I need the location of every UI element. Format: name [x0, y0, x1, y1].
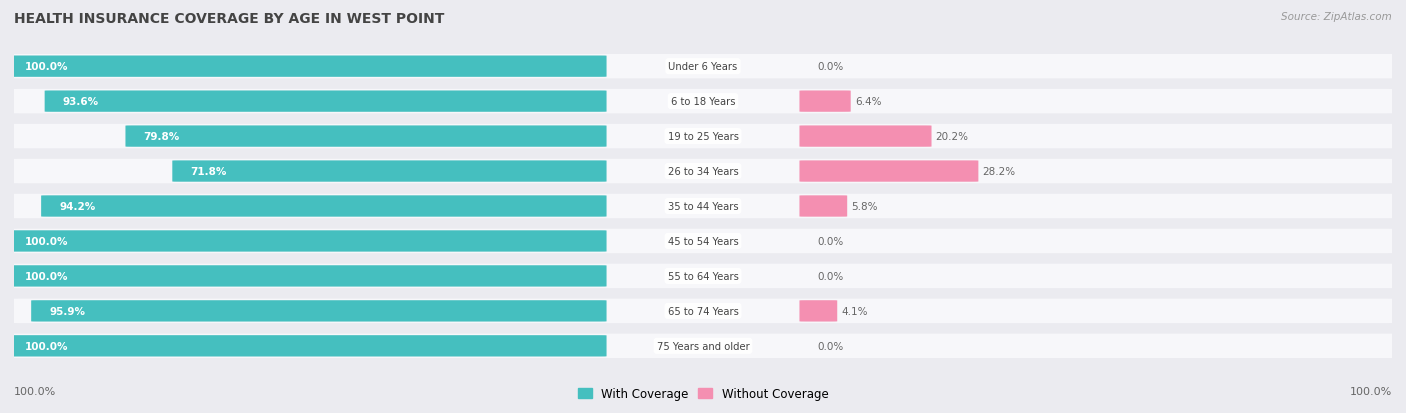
FancyBboxPatch shape	[7, 229, 1399, 254]
Text: 35 to 44 Years: 35 to 44 Years	[668, 202, 738, 211]
Text: 100.0%: 100.0%	[25, 341, 69, 351]
Text: 95.9%: 95.9%	[49, 306, 86, 316]
Text: 75 Years and older: 75 Years and older	[657, 341, 749, 351]
FancyBboxPatch shape	[173, 161, 606, 182]
FancyBboxPatch shape	[41, 196, 606, 217]
Text: 28.2%: 28.2%	[983, 166, 1015, 177]
Text: 100.0%: 100.0%	[25, 236, 69, 247]
FancyBboxPatch shape	[7, 194, 1399, 219]
FancyBboxPatch shape	[7, 56, 606, 78]
Text: 0.0%: 0.0%	[817, 236, 844, 247]
FancyBboxPatch shape	[7, 299, 1399, 323]
Text: 55 to 64 Years: 55 to 64 Years	[668, 271, 738, 281]
FancyBboxPatch shape	[125, 126, 606, 147]
FancyBboxPatch shape	[7, 335, 606, 357]
Text: 100.0%: 100.0%	[14, 387, 56, 396]
Text: 4.1%: 4.1%	[841, 306, 868, 316]
Legend: With Coverage, Without Coverage: With Coverage, Without Coverage	[572, 382, 834, 405]
Text: 100.0%: 100.0%	[25, 271, 69, 281]
Text: 65 to 74 Years: 65 to 74 Years	[668, 306, 738, 316]
FancyBboxPatch shape	[800, 301, 837, 322]
FancyBboxPatch shape	[800, 126, 932, 147]
Text: 19 to 25 Years: 19 to 25 Years	[668, 132, 738, 142]
Text: 100.0%: 100.0%	[1350, 387, 1392, 396]
Text: 45 to 54 Years: 45 to 54 Years	[668, 236, 738, 247]
FancyBboxPatch shape	[7, 55, 1399, 79]
Text: 79.8%: 79.8%	[143, 132, 180, 142]
Text: 93.6%: 93.6%	[62, 97, 98, 107]
FancyBboxPatch shape	[45, 91, 606, 112]
FancyBboxPatch shape	[800, 196, 848, 217]
FancyBboxPatch shape	[800, 161, 979, 182]
Text: Source: ZipAtlas.com: Source: ZipAtlas.com	[1281, 12, 1392, 22]
Text: 100.0%: 100.0%	[25, 62, 69, 72]
Text: 0.0%: 0.0%	[817, 62, 844, 72]
FancyBboxPatch shape	[7, 90, 1399, 114]
Text: 5.8%: 5.8%	[851, 202, 877, 211]
Text: 71.8%: 71.8%	[190, 166, 226, 177]
Text: 20.2%: 20.2%	[935, 132, 969, 142]
Text: 0.0%: 0.0%	[817, 271, 844, 281]
FancyBboxPatch shape	[800, 91, 851, 112]
Text: HEALTH INSURANCE COVERAGE BY AGE IN WEST POINT: HEALTH INSURANCE COVERAGE BY AGE IN WEST…	[14, 12, 444, 26]
FancyBboxPatch shape	[7, 159, 1399, 184]
Text: 6.4%: 6.4%	[855, 97, 882, 107]
FancyBboxPatch shape	[31, 301, 606, 322]
Text: 94.2%: 94.2%	[59, 202, 96, 211]
FancyBboxPatch shape	[7, 125, 1399, 149]
Text: 26 to 34 Years: 26 to 34 Years	[668, 166, 738, 177]
Text: 0.0%: 0.0%	[817, 341, 844, 351]
FancyBboxPatch shape	[7, 264, 1399, 288]
FancyBboxPatch shape	[7, 266, 606, 287]
FancyBboxPatch shape	[7, 334, 1399, 358]
Text: 6 to 18 Years: 6 to 18 Years	[671, 97, 735, 107]
FancyBboxPatch shape	[7, 231, 606, 252]
Text: Under 6 Years: Under 6 Years	[668, 62, 738, 72]
